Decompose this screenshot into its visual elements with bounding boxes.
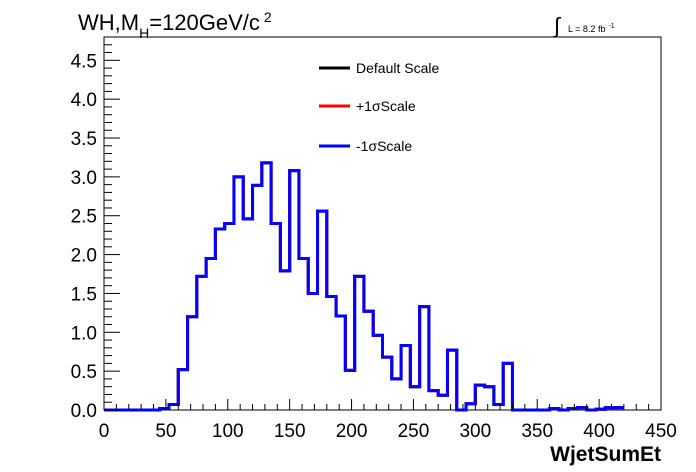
y-tick-label: 3.0: [71, 168, 97, 189]
x-tick-label: 400: [583, 421, 615, 442]
lumi-label: L = 8.2 fb -1: [568, 23, 615, 34]
legend-label-0: Default Scale: [356, 60, 439, 76]
legend-label-1: +1σScale: [356, 98, 416, 114]
x-tick-label: 100: [212, 421, 244, 442]
title-superscript: 2: [264, 9, 272, 25]
title-subscript: H: [139, 25, 149, 41]
series-line-2: [104, 161, 624, 412]
y-tick-label: 0.0: [71, 401, 97, 422]
y-axis-ticks: 0.0 0.5 1.0 1.5 2.0 2.5 3.0 3.5 4.0 4.5: [71, 36, 120, 422]
x-tick-label: 250: [398, 421, 430, 442]
title-prefix: WH,M: [78, 10, 139, 35]
x-tick-label: 350: [521, 421, 553, 442]
lumi-text: L = 8.2 fb: [568, 24, 605, 34]
x-tick-label: 450: [645, 421, 677, 442]
y-tick-label: 4.5: [71, 51, 97, 72]
y-tick-label: 2.5: [71, 207, 97, 228]
x-tick-label: 150: [274, 421, 306, 442]
legend-label-2: -1σScale: [356, 138, 412, 154]
lumi-superscript: -1: [608, 23, 614, 30]
y-tick-label: 3.5: [71, 129, 97, 150]
x-axis-title: WjetSumEt: [550, 443, 661, 466]
x-tick-label: 300: [459, 421, 491, 442]
lumi-integral-symbol: ∫: [552, 13, 562, 38]
x-tick-label: 50: [155, 421, 176, 442]
y-tick-label: 4.0: [71, 90, 97, 111]
x-axis-ticks: 0 50 100 150 200 250 300 350 400 450: [99, 399, 677, 442]
y-tick-label: 1.0: [71, 323, 97, 344]
y-tick-label: 2.0: [71, 246, 97, 267]
series-layer: [104, 161, 624, 412]
x-tick-label: 200: [336, 421, 368, 442]
y-tick-label: 0.5: [71, 362, 97, 383]
legend: Default Scale +1σScale -1σScale: [319, 60, 439, 154]
chart-title: WH,MH=120GeV/c 2: [78, 9, 272, 41]
y-tick-label: 1.5: [71, 284, 97, 305]
title-middle: =120GeV/c: [149, 10, 260, 35]
x-tick-label: 0: [99, 421, 110, 442]
